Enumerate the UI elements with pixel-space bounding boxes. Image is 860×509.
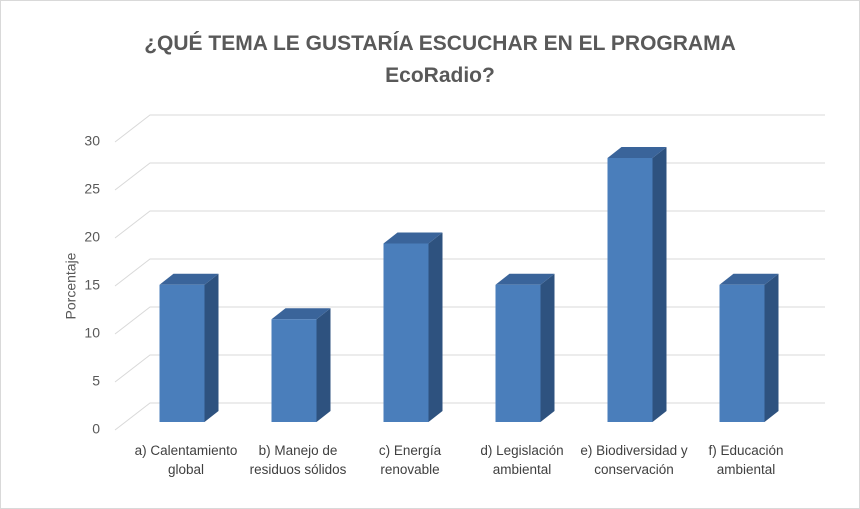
x-tick-label: c) Energía renovable: [378, 443, 442, 477]
bar: [495, 273, 555, 422]
y-tick-label: 20: [84, 229, 100, 245]
bar-top: [271, 308, 331, 320]
bar: [719, 273, 779, 422]
bar-front: [607, 158, 653, 422]
grid-line: [114, 354, 825, 383]
bar-front: [271, 319, 317, 422]
grid-line: [114, 162, 825, 191]
x-tick-label: a) Calentamiento global: [134, 443, 238, 477]
grid-line: [114, 114, 825, 143]
bar-top: [607, 147, 667, 158]
bar-top: [383, 232, 443, 244]
bar-side: [652, 147, 667, 422]
bar-side: [540, 273, 555, 422]
y-axis-label: Porcentaje: [63, 252, 79, 319]
bar-front: [719, 284, 765, 422]
bar: [271, 308, 331, 422]
y-tick-label: 30: [84, 133, 100, 149]
y-tick-label: 10: [84, 325, 100, 341]
y-tick-label: 25: [84, 181, 100, 197]
bar-side: [316, 308, 331, 422]
grid-line: [114, 306, 825, 335]
bar-top: [495, 273, 555, 285]
bar: [607, 147, 667, 422]
bar-side: [204, 273, 219, 422]
x-tick-label: b) Manejo de residuos sólidos: [249, 443, 347, 477]
grid-line: [114, 210, 825, 239]
x-tick-label: f) Educación ambiental: [708, 443, 784, 477]
bar-side: [764, 273, 779, 422]
chart-title: ¿QUÉ TEMA LE GUSTARÍA ESCUCHAR EN EL PRO…: [144, 32, 736, 87]
x-tick-label: d) Legislación ambiental: [480, 443, 564, 477]
bar-front: [383, 243, 429, 422]
bar-top: [719, 273, 779, 285]
y-tick-label: 15: [84, 277, 100, 293]
y-tick-label: 5: [92, 373, 100, 389]
bar: [159, 273, 219, 422]
bar-front: [495, 284, 541, 422]
bar-top: [159, 273, 219, 285]
bar-side: [428, 232, 443, 422]
bar: [383, 232, 443, 422]
grid-line: [114, 258, 825, 287]
grid-line: [114, 402, 825, 431]
y-tick-label: 0: [92, 421, 100, 437]
x-tick-label: e) Biodiversidad y conservación: [580, 443, 688, 477]
bar-front: [159, 284, 205, 422]
